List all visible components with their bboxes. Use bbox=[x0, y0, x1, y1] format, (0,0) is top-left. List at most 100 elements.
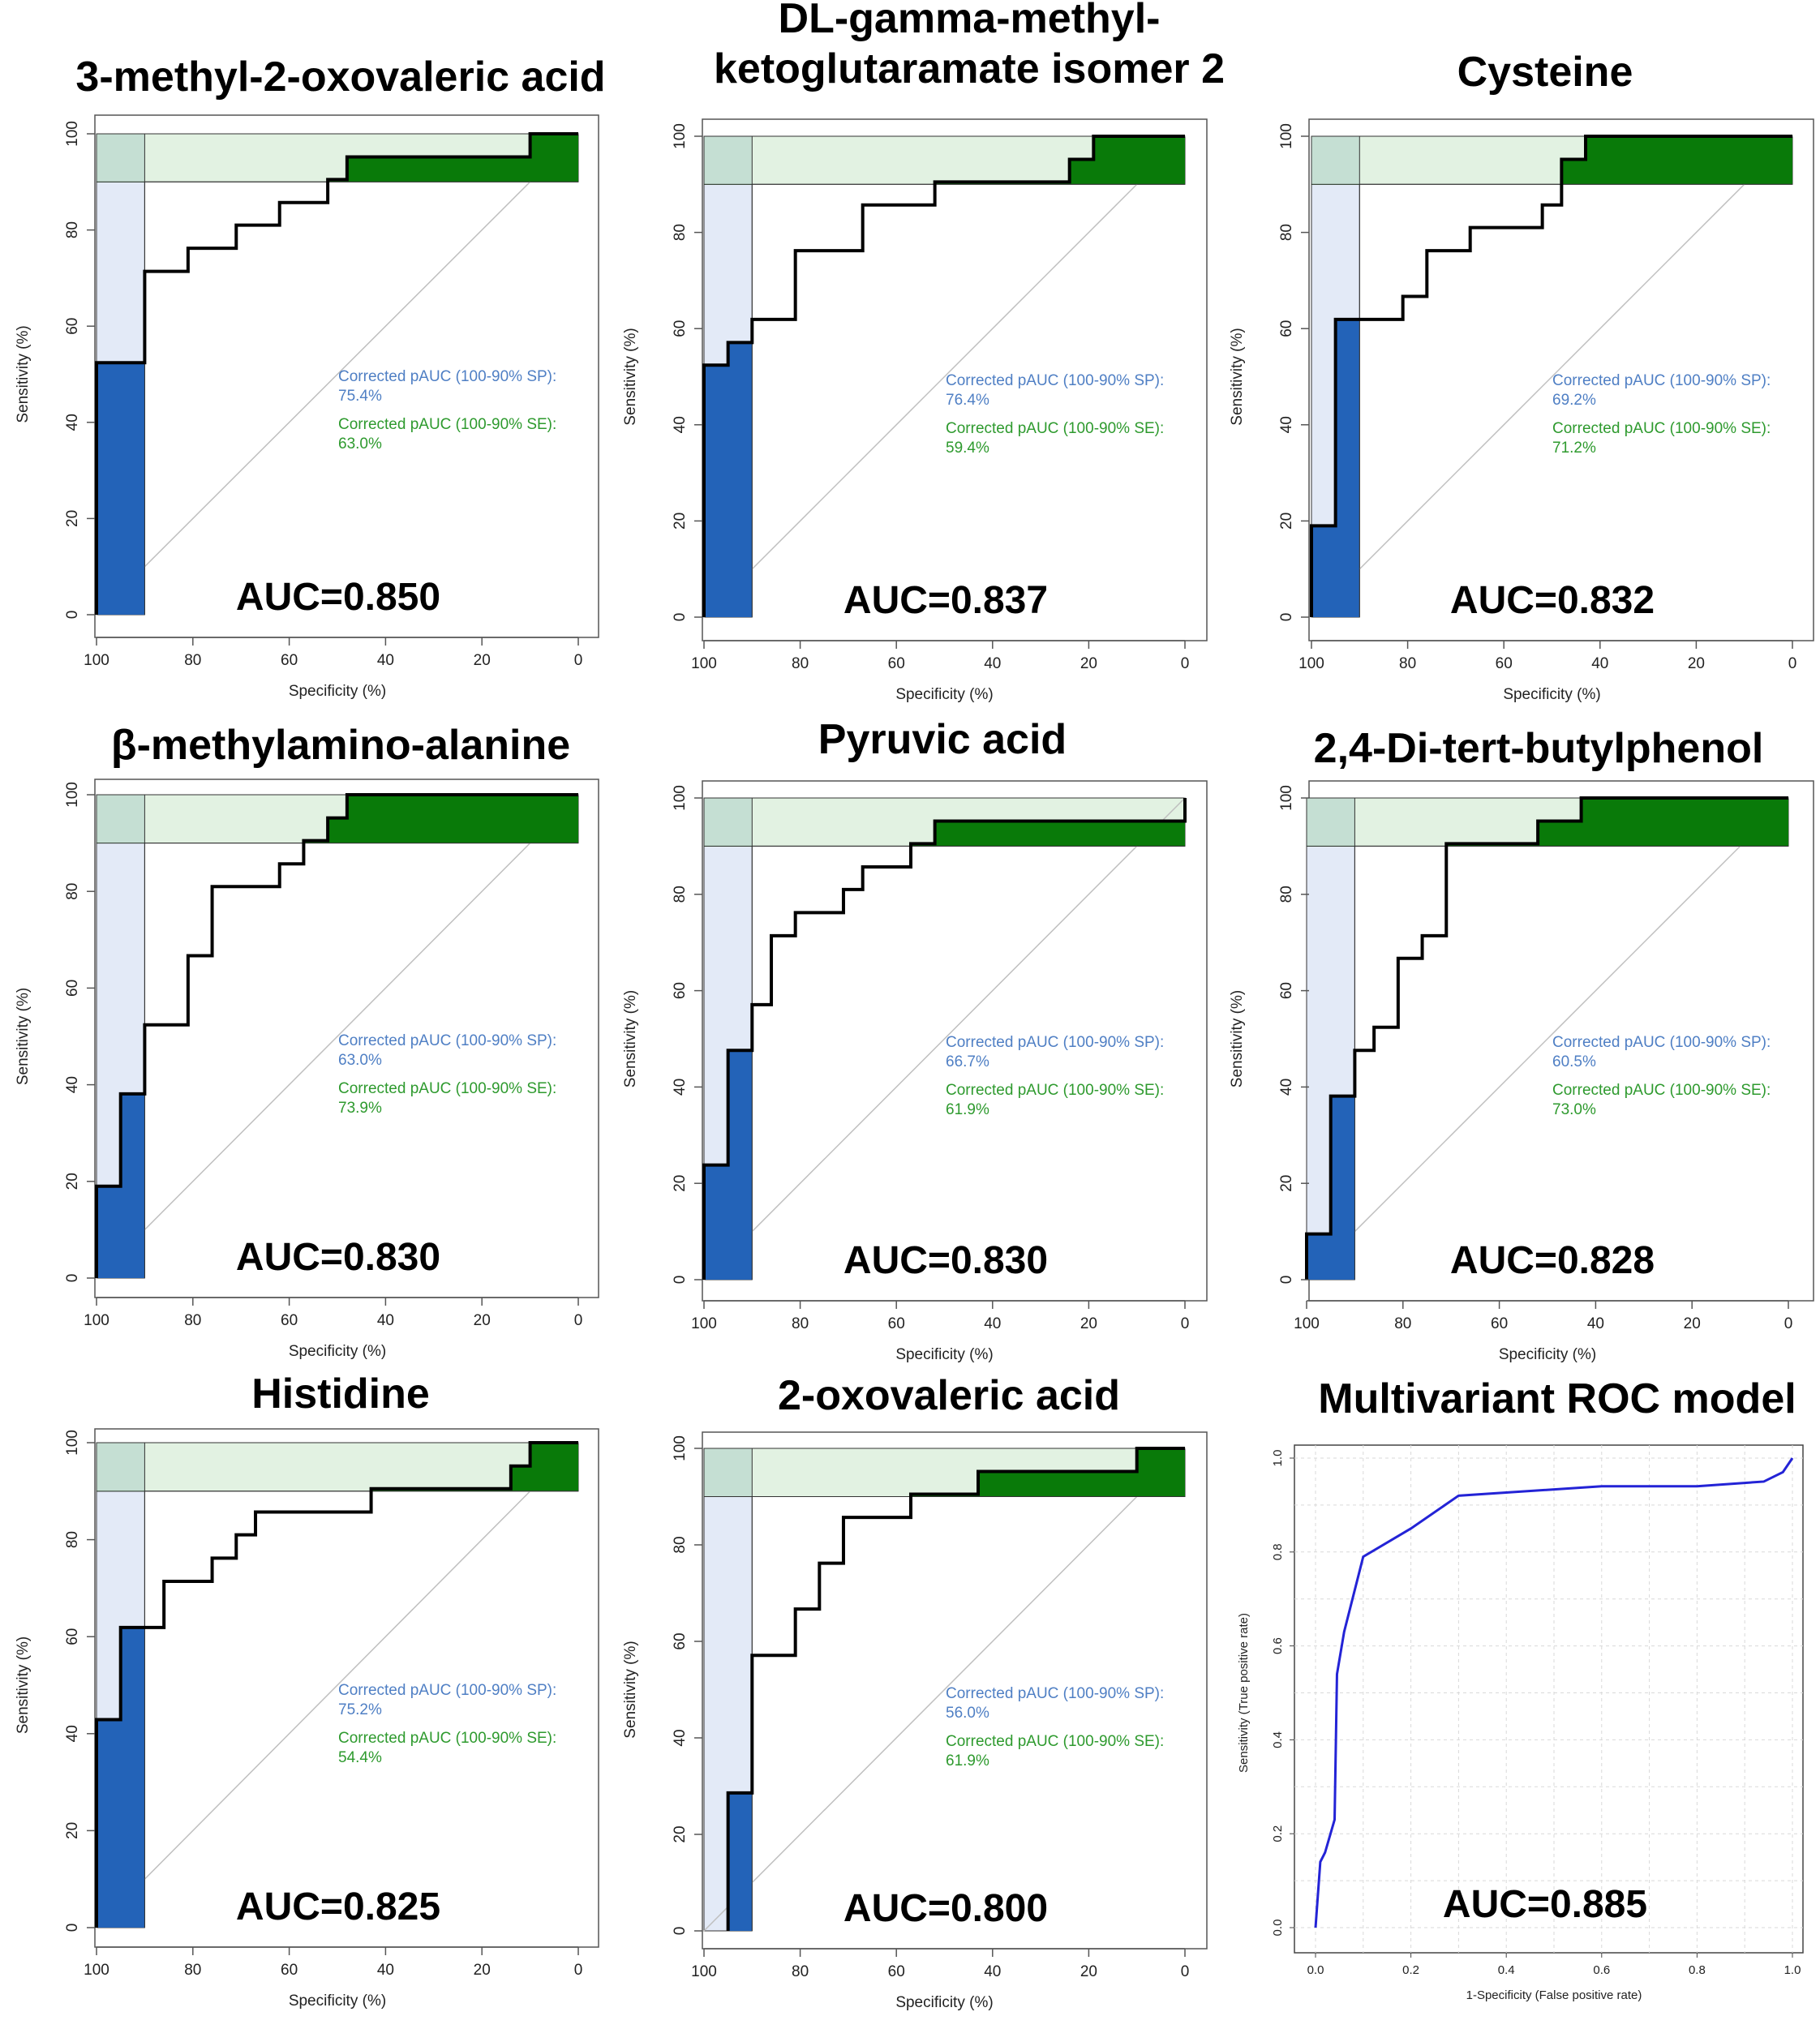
y-tick-label: 80 bbox=[1278, 224, 1295, 241]
plot-frame bbox=[702, 1431, 1208, 1950]
x-axis-label: Specificity (%) bbox=[1503, 686, 1600, 703]
y-tick-label: 80 bbox=[64, 883, 81, 900]
pauc-se-label: Corrected pAUC (100-90% SE): bbox=[338, 416, 556, 433]
auc-label: AUC=0.825 bbox=[236, 1885, 440, 1928]
y-tick-label: 80 bbox=[1278, 886, 1295, 903]
x-tick-label: 40 bbox=[984, 655, 1001, 672]
pauc-se-value: 61.9% bbox=[946, 1101, 989, 1118]
pauc-se-label: Corrected pAUC (100-90% SE): bbox=[1552, 420, 1771, 437]
y-tick-label: 40 bbox=[672, 1079, 689, 1096]
x-tick-label: 0.8 bbox=[1689, 1963, 1706, 1977]
pauc-sp-value: 75.4% bbox=[338, 388, 382, 405]
roc-curve bbox=[1305, 796, 1788, 1280]
sp-pauc-fill bbox=[97, 1627, 145, 1928]
y-tick-label: 100 bbox=[672, 785, 689, 811]
y-tick-label: 100 bbox=[672, 123, 689, 149]
auc-label: AUC=0.837 bbox=[843, 579, 1048, 622]
x-tick-label: 0 bbox=[1181, 1315, 1190, 1332]
y-tick-label: 20 bbox=[672, 1825, 689, 1842]
x-tick-label: 0 bbox=[574, 652, 583, 669]
x-tick-label: 20 bbox=[1080, 1963, 1097, 1980]
y-tick-label: 60 bbox=[672, 320, 689, 337]
roc-panel: β-methylamino-alanine 100 80 60 40 20 0 0 20 40 60… bbox=[15, 722, 599, 1360]
x-tick-label: 20 bbox=[474, 1962, 491, 1979]
pauc-se-value: 73.9% bbox=[338, 1100, 382, 1117]
y-tick-label: 40 bbox=[64, 1076, 81, 1093]
x-tick-label: 80 bbox=[1394, 1315, 1411, 1332]
pauc-sp-label: Corrected pAUC (100-90% SP): bbox=[338, 368, 556, 385]
x-tick-label: 100 bbox=[691, 655, 717, 672]
y-tick-label: 60 bbox=[1278, 982, 1295, 999]
pauc-se-value: 71.2% bbox=[1552, 440, 1596, 457]
panel-title: β-methylamino-alanine bbox=[111, 722, 570, 769]
x-tick-label: 60 bbox=[281, 1312, 298, 1329]
chance-diagonal bbox=[703, 135, 1186, 618]
se-pauc-fill bbox=[1446, 798, 1788, 847]
pauc-sp-label: Corrected pAUC (100-90% SP): bbox=[946, 372, 1164, 389]
x-tick-label: 40 bbox=[984, 1315, 1001, 1332]
panel-title: 3-methyl-2-oxovaleric acid bbox=[75, 54, 605, 101]
pauc-sp-value: 76.4% bbox=[946, 392, 989, 409]
x-tick-label: 0 bbox=[1788, 655, 1797, 672]
x-tick-label: 1.0 bbox=[1784, 1963, 1801, 1977]
y-tick-label: 100 bbox=[672, 1435, 689, 1461]
x-tick-label: 0 bbox=[1181, 655, 1190, 672]
y-axis-label: Sensitivity (%) bbox=[15, 1636, 32, 1734]
roc-curve bbox=[726, 1447, 1185, 1931]
x-tick-label: 100 bbox=[691, 1963, 717, 1980]
x-axis-label: Specificity (%) bbox=[895, 686, 993, 703]
x-tick-label: 80 bbox=[792, 1963, 809, 1980]
pauc-se-label: Corrected pAUC (100-90% SE): bbox=[946, 1733, 1164, 1750]
pauc-se-label: Corrected pAUC (100-90% SE): bbox=[946, 1082, 1164, 1099]
roc-panel: Histidine 100 80 60 40 20 0 0 20 40 60 80 100 Specifi… bbox=[15, 1371, 599, 2010]
pauc-sp-label: Corrected pAUC (100-90% SP): bbox=[946, 1685, 1164, 1702]
roc-curve bbox=[702, 135, 1185, 617]
overlap-region bbox=[703, 1448, 753, 1497]
y-tick-label: 0 bbox=[1278, 613, 1295, 622]
x-tick-label: 0.0 bbox=[1307, 1963, 1324, 1977]
plot-frame bbox=[94, 1428, 599, 1948]
x-tick-label: 100 bbox=[1298, 655, 1324, 672]
x-tick-label: 0 bbox=[1181, 1963, 1190, 1980]
x-tick-label: 80 bbox=[184, 1962, 201, 1979]
pauc-sp-value: 69.2% bbox=[1552, 392, 1596, 409]
pauc-sp-value: 63.0% bbox=[338, 1052, 382, 1069]
roc-panel: 2,4-Di-tert-butylphenol 100 80 60 40 20 0 0 20 40… bbox=[1229, 725, 1814, 1363]
x-tick-label: 0.2 bbox=[1402, 1963, 1419, 1977]
y-tick-label: 60 bbox=[64, 980, 81, 997]
sp-pauc-fill bbox=[704, 319, 753, 617]
y-tick-label: 0.4 bbox=[1271, 1731, 1285, 1748]
plot-frame bbox=[702, 780, 1208, 1302]
y-tick-label: 100 bbox=[64, 782, 81, 808]
y-tick-label: 20 bbox=[1278, 513, 1295, 530]
x-tick-label: 80 bbox=[792, 655, 809, 672]
y-tick-label: 20 bbox=[672, 1175, 689, 1192]
chance-diagonal bbox=[96, 794, 579, 1279]
x-tick-label: 20 bbox=[474, 1312, 491, 1329]
y-tick-label: 0.8 bbox=[1271, 1543, 1285, 1560]
roc-curve bbox=[1314, 1457, 1794, 1928]
pauc-se-label: Corrected pAUC (100-90% SE): bbox=[1552, 1082, 1771, 1099]
pauc-se-value: 63.0% bbox=[338, 435, 382, 453]
x-tick-label: 40 bbox=[1591, 655, 1608, 672]
x-axis-label: Specificity (%) bbox=[895, 1994, 993, 2011]
x-tick-label: 80 bbox=[792, 1315, 809, 1332]
y-tick-label: 40 bbox=[672, 416, 689, 433]
pauc-se-label: Corrected pAUC (100-90% SE): bbox=[338, 1730, 556, 1747]
y-axis-label: Sensitivity (%) bbox=[622, 328, 639, 425]
auc-label: AUC=0.850 bbox=[236, 576, 440, 619]
y-tick-label: 0.0 bbox=[1271, 1920, 1285, 1937]
y-tick-label: 20 bbox=[64, 1822, 81, 1839]
pauc-se-label: Corrected pAUC (100-90% SE): bbox=[946, 420, 1164, 437]
x-tick-label: 0 bbox=[574, 1312, 583, 1329]
x-tick-label: 60 bbox=[281, 652, 298, 669]
pauc-se-label: Corrected pAUC (100-90% SE): bbox=[338, 1080, 556, 1097]
x-tick-label: 40 bbox=[1587, 1315, 1604, 1332]
panel-title: 2,4-Di-tert-butylphenol bbox=[1314, 725, 1764, 772]
x-tick-label: 40 bbox=[377, 1312, 394, 1329]
x-tick-label: 80 bbox=[184, 1312, 201, 1329]
roc-panel: Pyruvic acid 100 80 60 40 20 0 0 20 40 60 80 100 Spec… bbox=[622, 716, 1208, 1363]
pauc-se-value: 54.4% bbox=[338, 1749, 382, 1766]
roc-curve bbox=[95, 793, 578, 1278]
